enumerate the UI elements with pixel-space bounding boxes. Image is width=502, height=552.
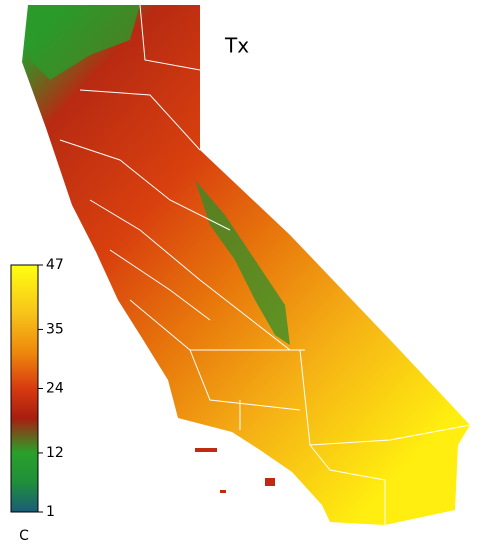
channel-islands bbox=[195, 448, 275, 493]
colorbar-tick-label: 35 bbox=[46, 321, 64, 337]
mountain-band bbox=[195, 180, 290, 345]
california-map bbox=[22, 4, 471, 525]
colorbar-tick-label: 47 bbox=[46, 257, 64, 273]
county-lines bbox=[59, 4, 471, 525]
colorbar-tick-label: 12 bbox=[46, 445, 64, 461]
north-forest bbox=[28, 5, 140, 80]
map-title: Tx bbox=[224, 34, 249, 58]
colorbar-tick-label: 24 bbox=[46, 381, 64, 397]
colorbar-unit: C bbox=[19, 528, 29, 544]
colorbar bbox=[10, 264, 39, 513]
colorbar-tick-label: 1 bbox=[46, 504, 55, 520]
